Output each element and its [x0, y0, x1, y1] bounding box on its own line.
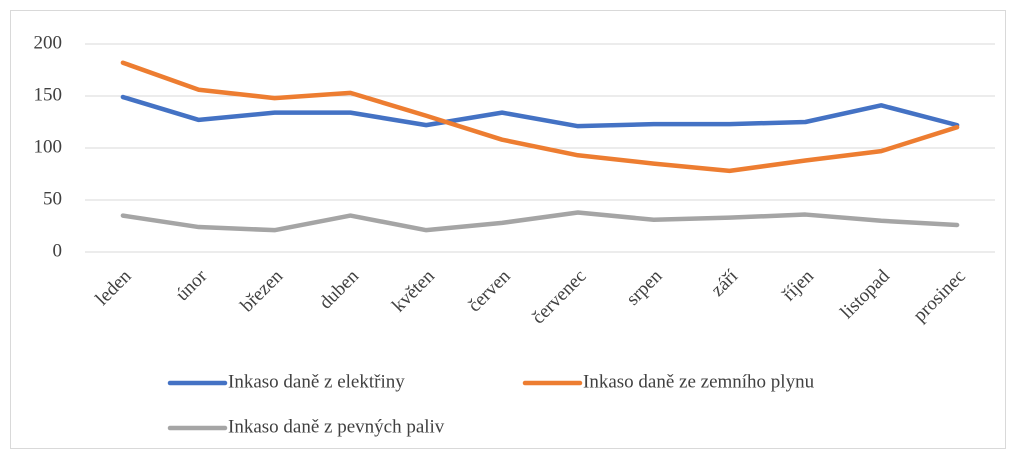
- series-line: [120, 210, 960, 233]
- legend-label: Inkaso daně z pevných paliv: [228, 416, 445, 437]
- y-tick-label: 100: [34, 136, 63, 157]
- y-tick-label: 150: [34, 84, 63, 105]
- y-tick-label: 50: [43, 188, 62, 209]
- y-tick-label: 200: [34, 32, 63, 53]
- series-line: [120, 94, 960, 129]
- series-line: [120, 60, 960, 174]
- legend-label: Inkaso daně z elektřiny: [228, 371, 405, 392]
- y-tick-label: 0: [53, 240, 63, 261]
- legend-label: Inkaso daně ze zemního plynu: [583, 371, 815, 392]
